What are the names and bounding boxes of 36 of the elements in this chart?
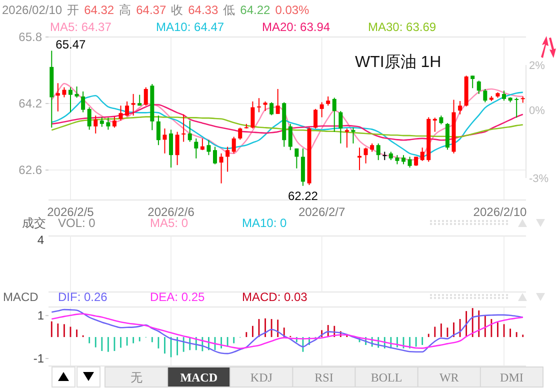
text: MACD — [180, 370, 218, 384]
text: 无 — [130, 370, 142, 384]
annotation: 62.22 — [288, 188, 318, 203]
x-tick-label: 2026/2/7 — [298, 205, 346, 219]
text: BOLL — [370, 370, 402, 384]
y-tick-label: 65.8 — [18, 30, 42, 44]
text: MA5: 0 — [150, 216, 188, 230]
y2-tick-label: 0% — [529, 105, 546, 118]
text: VOL: 0 — [58, 216, 96, 230]
text: MA5: 64.37 — [50, 20, 112, 34]
text: MA10: 0 — [242, 216, 288, 230]
y-tick-label: 64.2 — [18, 96, 42, 111]
text: KDJ — [250, 370, 273, 384]
y2-tick-label: -3% — [529, 172, 549, 185]
series-label: DIF: 0.26 — [58, 290, 108, 304]
text: 成交 — [22, 216, 46, 230]
series-label: DEA: 0.25 — [150, 290, 206, 304]
annotation: 65.47 — [56, 38, 86, 52]
y-tick-label: 62.6 — [18, 163, 42, 178]
x-tick-label: 2026/2/10 — [473, 205, 528, 219]
x-tick-label: 2026/2/6 — [148, 205, 195, 219]
y2-tick-label: 2% — [529, 60, 546, 72]
text: WR — [439, 370, 459, 384]
y-axis-title: MACD — [3, 290, 39, 304]
text: RSI — [314, 370, 334, 384]
y-tick-label: 1 — [37, 308, 44, 323]
text: DMI — [500, 370, 524, 384]
text: MA10: 64.47 — [156, 20, 224, 34]
text: 2026/02/10 开 64.32 高 64.37 收 64.33 低 64.22 0.03% — [2, 3, 310, 17]
x-tick-label: 2026/2/5 — [47, 205, 94, 219]
text: MA30: 63.69 — [368, 20, 436, 34]
series-label: MACD: 0.03 — [242, 290, 308, 304]
text: WTI原油 1H — [355, 53, 442, 71]
y-tick-label: -1 — [33, 351, 44, 366]
text: MA20: 63.94 — [262, 20, 330, 34]
text: 4 — [37, 233, 44, 247]
